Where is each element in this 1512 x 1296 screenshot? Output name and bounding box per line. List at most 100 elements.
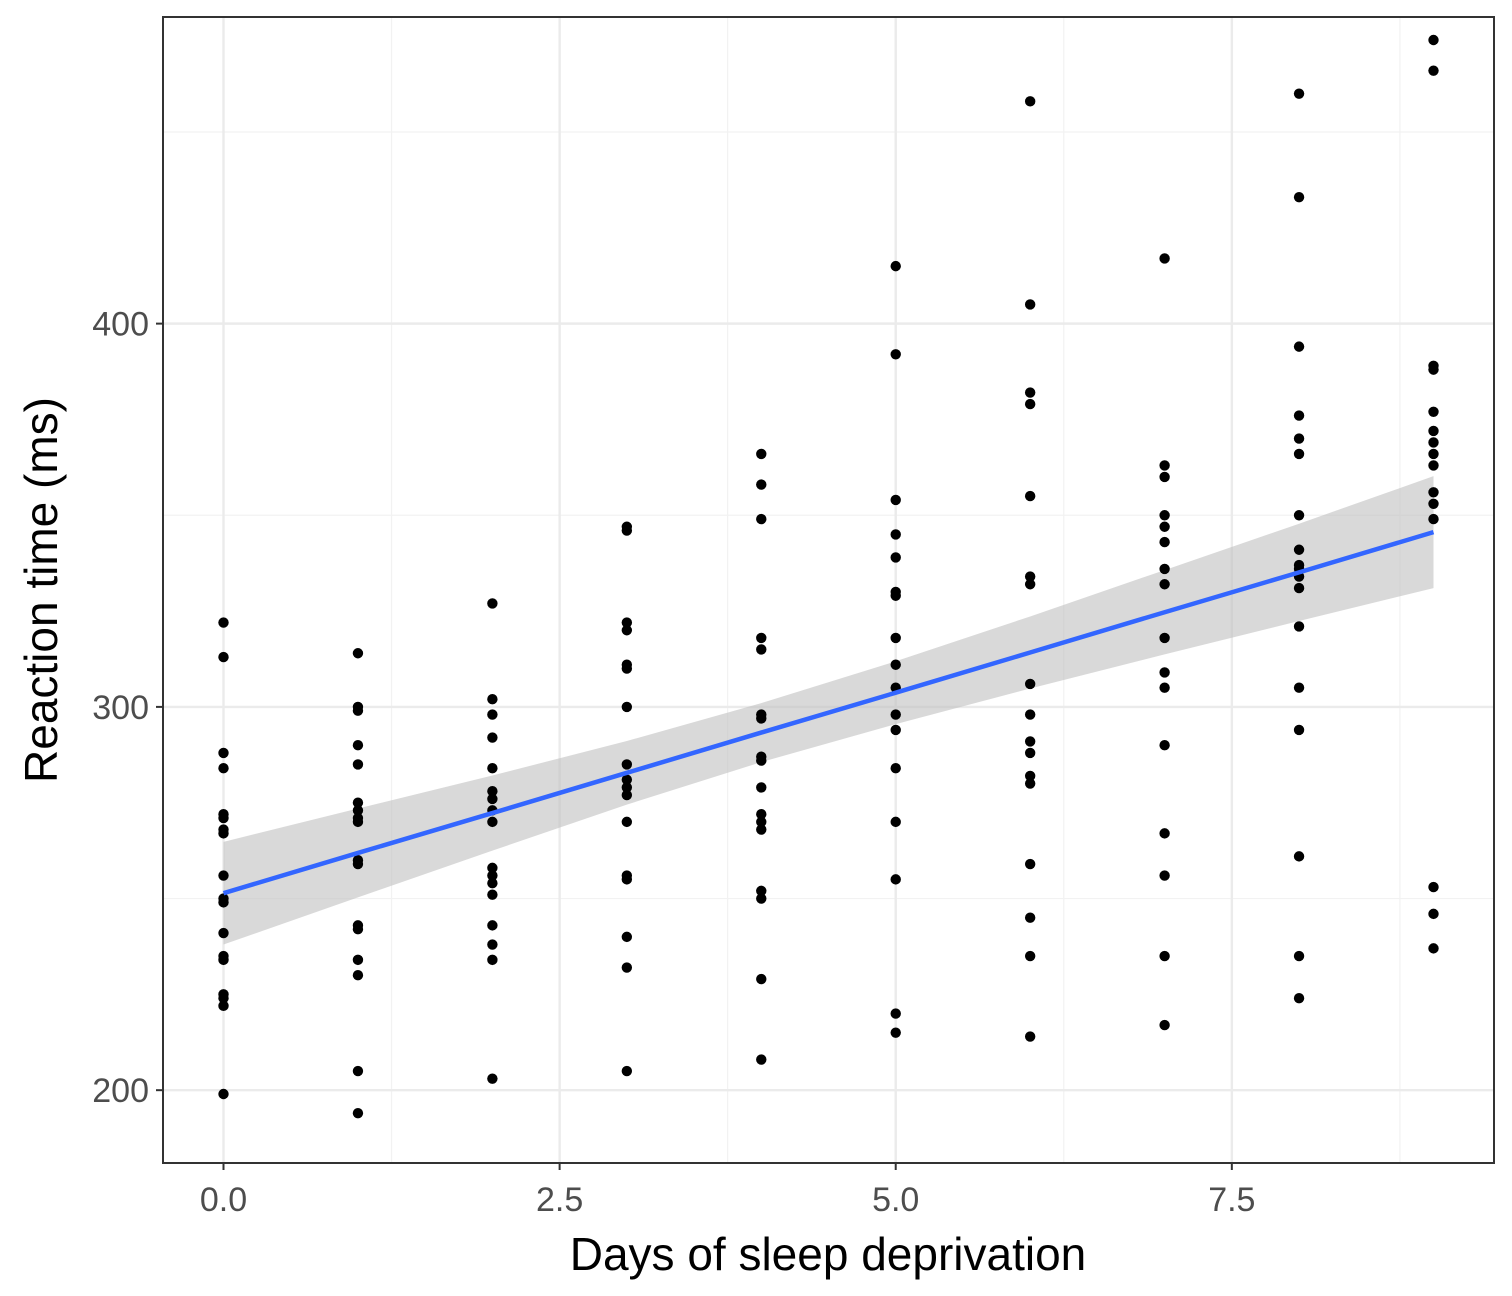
data-point: [1159, 563, 1170, 575]
data-point: [487, 939, 498, 950]
data-point: [1159, 471, 1170, 483]
data-point: [1293, 433, 1305, 444]
data-point: [218, 617, 229, 628]
data-point: [1159, 632, 1170, 644]
data-point: [1428, 437, 1439, 448]
data-point: [1293, 410, 1305, 421]
data-point: [1293, 992, 1305, 1004]
x-tick-label: 0.0: [200, 1181, 247, 1219]
data-point: [621, 1065, 633, 1077]
data-point: [756, 809, 767, 820]
data-point: [756, 479, 767, 490]
data-point: [352, 969, 364, 981]
data-point: [218, 824, 229, 835]
data-point: [1024, 1031, 1036, 1042]
data-point: [1024, 96, 1036, 107]
x-axis-title: Days of sleep deprivation: [570, 1228, 1087, 1280]
data-point: [1024, 579, 1036, 590]
x-tick-label: 5.0: [872, 1181, 919, 1219]
data-point: [756, 644, 767, 655]
data-point: [1293, 724, 1305, 736]
data-point: [621, 521, 633, 532]
data-point: [1428, 498, 1439, 509]
y-tick-label: 300: [92, 689, 149, 727]
data-point: [1293, 621, 1305, 632]
data-point: [1024, 747, 1036, 759]
data-point: [621, 782, 633, 793]
data-point: [218, 870, 229, 881]
data-point: [1428, 360, 1439, 371]
data-point: [756, 782, 767, 793]
data-point: [352, 759, 364, 770]
data-point: [487, 889, 498, 900]
data-point: [621, 931, 633, 943]
data-point: [1024, 490, 1036, 502]
data-point: [1024, 709, 1036, 720]
data-point: [621, 659, 633, 670]
y-axis-title: Reaction time (ms): [15, 397, 67, 783]
data-point: [352, 920, 364, 931]
data-point: [756, 885, 767, 897]
data-point: [1024, 950, 1036, 962]
data-point: [1293, 851, 1305, 862]
data-point: [756, 448, 767, 460]
data-point: [487, 816, 498, 828]
data-point: [621, 789, 633, 801]
data-point: [1024, 912, 1036, 923]
data-point: [487, 709, 498, 720]
data-point: [890, 709, 901, 720]
data-point: [352, 855, 364, 866]
data-point: [352, 648, 364, 659]
data-point: [352, 805, 364, 816]
data-point: [890, 816, 901, 828]
data-point: [1024, 858, 1036, 870]
data-point: [1428, 460, 1439, 471]
data-point: [1024, 770, 1036, 782]
data-point: [890, 494, 901, 506]
data-point: [487, 870, 498, 881]
data-point: [621, 816, 633, 828]
data-point: [1024, 299, 1036, 310]
data-point: [1428, 513, 1439, 525]
data-point: [1159, 828, 1170, 839]
data-point: [1159, 253, 1170, 264]
data-point: [1428, 406, 1439, 417]
data-point: [621, 625, 633, 636]
data-point: [1293, 582, 1305, 594]
data-point: [756, 824, 767, 835]
data-point: [1293, 544, 1305, 555]
data-point: [352, 797, 364, 808]
data-point: [218, 1088, 229, 1100]
data-point: [487, 954, 498, 966]
data-point: [1159, 521, 1170, 532]
data-point: [352, 740, 364, 751]
data-point: [487, 793, 498, 805]
data-point: [487, 1073, 498, 1084]
data-point: [890, 763, 901, 774]
x-axis-ticks: 0.0 2.5 5.0 7.5: [200, 1163, 1255, 1219]
data-point: [1428, 881, 1439, 893]
data-point: [756, 1054, 767, 1065]
data-point: [756, 632, 767, 644]
data-point: [487, 763, 498, 774]
data-point: [218, 989, 229, 1000]
data-point: [1293, 559, 1305, 571]
data-point: [1159, 510, 1170, 521]
data-point: [487, 920, 498, 931]
data-point: [1428, 487, 1439, 498]
data-point: [890, 586, 901, 598]
data-point: [890, 260, 901, 272]
data-point: [1159, 536, 1170, 548]
data-point: [890, 529, 901, 540]
data-point: [1159, 682, 1170, 693]
data-point: [218, 747, 229, 759]
data-point: [218, 809, 229, 820]
data-point: [1428, 943, 1439, 954]
data-point: [756, 816, 767, 828]
data-point: [1024, 398, 1036, 410]
grid-minor: [163, 17, 1494, 1163]
data-point: [621, 870, 633, 881]
x-tick-label: 7.5: [1208, 1181, 1255, 1219]
data-point: [352, 954, 364, 966]
